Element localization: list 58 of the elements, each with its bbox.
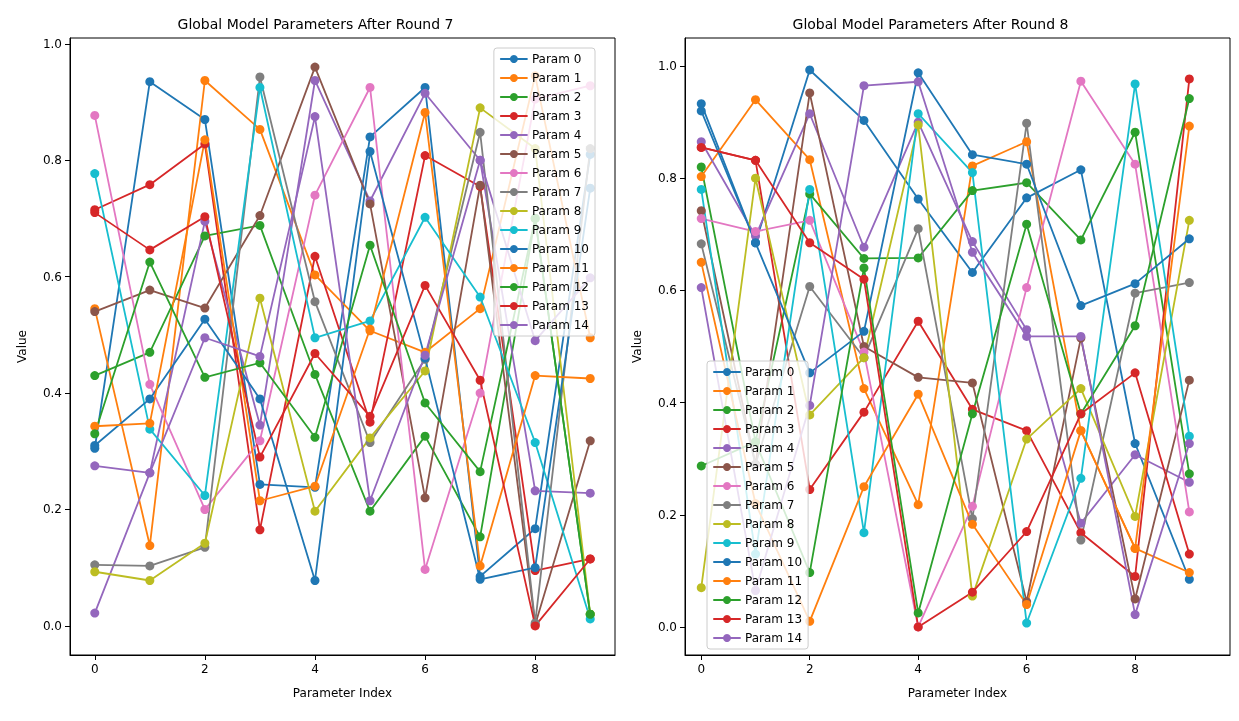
legend-label: Param 14 [745, 631, 803, 645]
y-tick-label: 0.2 [657, 507, 677, 522]
y-tick-label: 0.0 [42, 618, 62, 633]
y-tick-label: 1.0 [42, 36, 62, 51]
y-tick-label: 1.0 [657, 59, 677, 74]
x-tick-label: 2 [805, 662, 814, 676]
legend-label: Param 11 [531, 261, 590, 275]
legend-label: Param 13 [745, 612, 803, 626]
x-tick-label: 4 [311, 662, 319, 676]
x-tick-label: 8 [1131, 662, 1139, 676]
legend-label: Param 0 [745, 365, 795, 379]
x-axis-title: Parameter Index [907, 686, 1008, 700]
y-tick-label: 0.8 [42, 153, 62, 168]
chart-title: Global Model Parameters After Round 8 [792, 16, 1069, 32]
legend-label: Param 13 [531, 299, 590, 313]
legend-label: Param 4 [531, 128, 582, 142]
legend-label: Param 5 [531, 147, 582, 161]
legend-label: Param 4 [745, 441, 795, 455]
y-tick-label: 0.4 [657, 395, 677, 410]
x-tick-label: 2 [201, 662, 209, 676]
x-tick-label: 0 [90, 662, 99, 676]
legend-label: Param 6 [745, 479, 795, 493]
legend-label: Param 14 [531, 318, 590, 332]
legend-label: Param 1 [745, 384, 795, 398]
legend-label: Param 9 [745, 536, 795, 550]
legend-label: Param 1 [531, 71, 582, 85]
legend-label: Param 12 [531, 280, 590, 294]
legend-label: Param 10 [531, 242, 590, 256]
x-tick-label: 0 [697, 662, 706, 676]
y-axis-title: Value [630, 330, 644, 363]
legend-label: Param 7 [745, 498, 795, 512]
x-axis-title: Parameter Index [292, 686, 393, 700]
y-axis-title: Value [15, 330, 29, 363]
y-tick-label: 0.8 [657, 171, 677, 186]
legend-label: Param 8 [531, 204, 582, 218]
y-tick-label: 0.2 [42, 502, 62, 517]
legend-label: Param 5 [745, 460, 795, 474]
y-tick-label: 0.0 [657, 619, 677, 634]
y-tick-label: 0.6 [657, 283, 677, 298]
legend-label: Param 8 [745, 517, 795, 531]
legend-label: Param 2 [531, 90, 582, 104]
x-tick-label: 6 [1022, 662, 1031, 676]
chart-title: Global Model Parameters After Round 7 [177, 16, 454, 32]
legend-label: Param 3 [531, 109, 582, 123]
x-tick-label: 6 [421, 662, 429, 676]
y-tick-label: 0.4 [42, 386, 62, 401]
legend-label: Param 0 [531, 52, 582, 66]
legend-label: Param 9 [531, 223, 582, 237]
legend-label: Param 7 [531, 185, 582, 199]
legend-label: Param 11 [745, 574, 803, 588]
y-tick-label: 0.6 [42, 269, 62, 284]
legend-label: Param 6 [531, 166, 582, 180]
x-tick-label: 4 [914, 662, 922, 676]
legend-label: Param 2 [745, 403, 795, 417]
x-tick-label: 8 [531, 662, 539, 676]
legend-label: Param 3 [745, 422, 795, 436]
legend-label: Param 12 [745, 593, 803, 607]
legend-label: Param 10 [745, 555, 803, 569]
